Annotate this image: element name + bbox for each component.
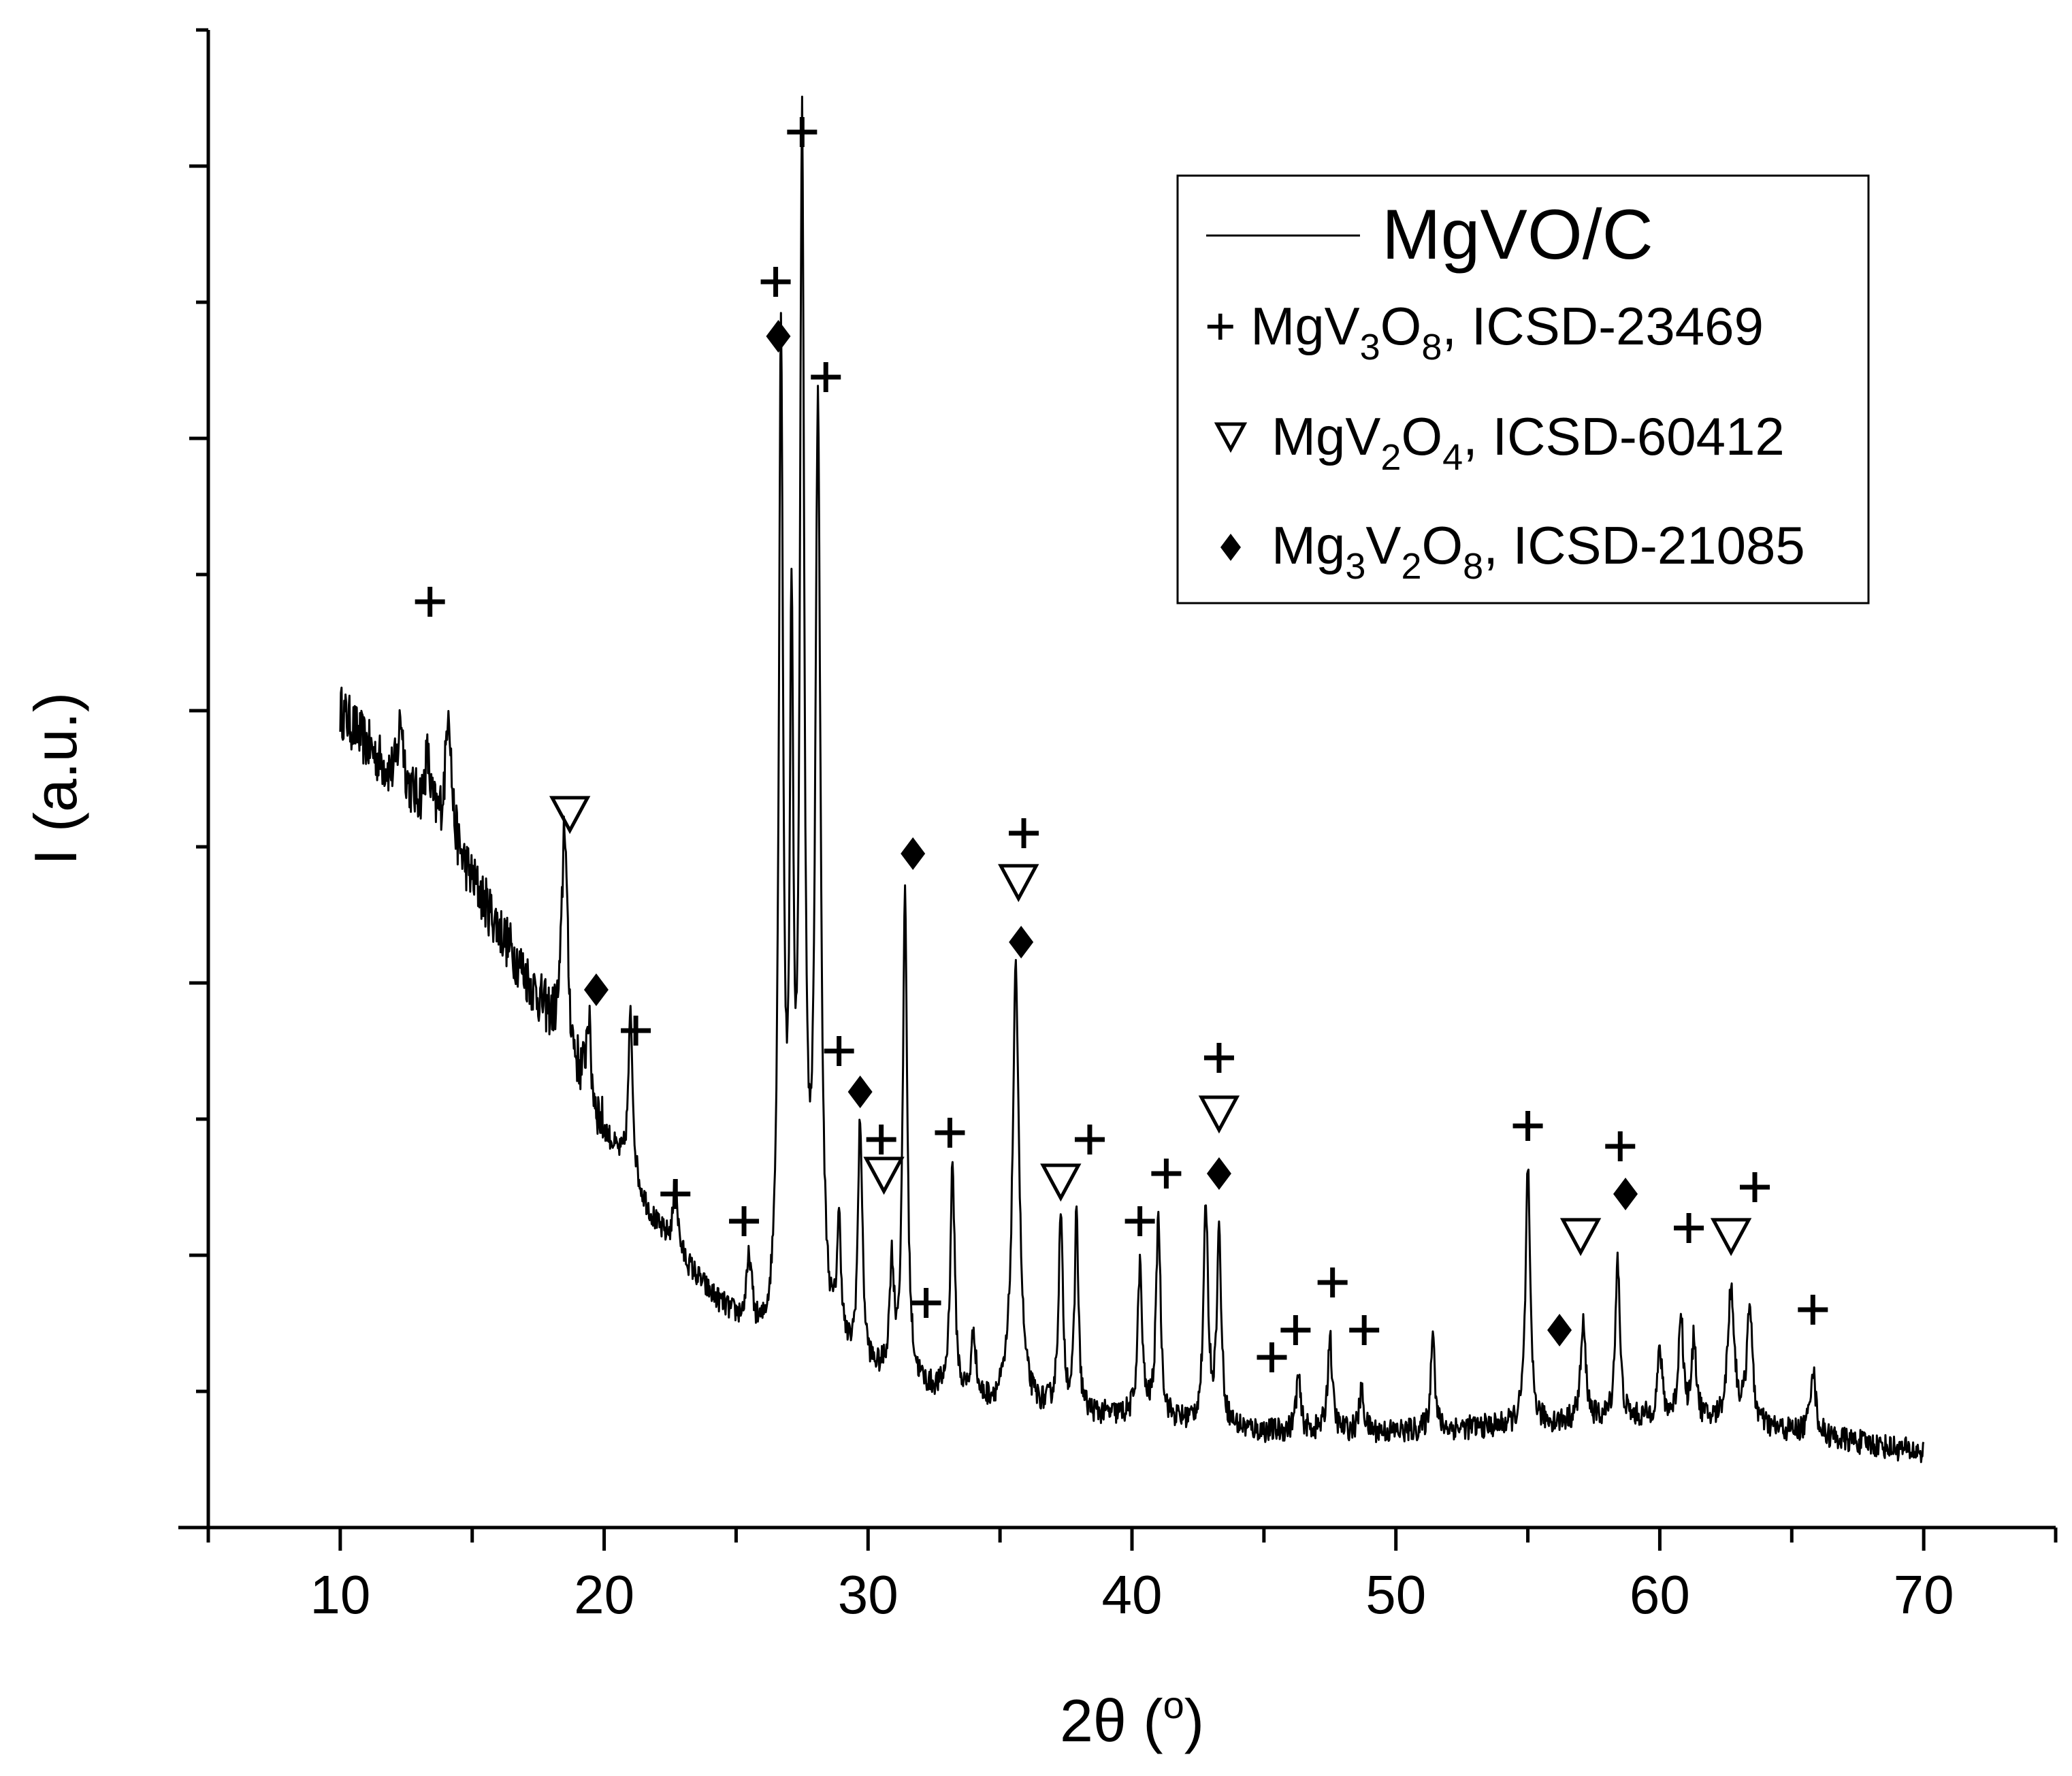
y-axis-title: I (a.u.)	[22, 692, 89, 865]
legend: MgVO/C + MgV3O8, ICSD-23469 MgV2O4, ICSD-6…	[1176, 174, 1870, 604]
x-tick-label: 60	[1630, 1564, 1690, 1625]
phase-markers	[415, 117, 1828, 1372]
legend-label-mgv3o8: + MgV3O8, ICSD-23469	[1205, 296, 1764, 368]
marker-plus-mgv3o8	[1009, 818, 1039, 848]
marker-triangle-mgv2o4	[1559, 1218, 1602, 1257]
x-tick-label: 40	[1102, 1564, 1163, 1625]
marker-plus-mgv3o8	[866, 1125, 896, 1155]
marker-plus-mgv3o8	[660, 1179, 691, 1209]
marker-diamond-mg3v2o8	[847, 1076, 873, 1108]
marker-plus-mgv3o8	[824, 1036, 854, 1066]
marker-triangle-mgv2o4	[1710, 1218, 1752, 1257]
marker-plus-mgv3o8	[1740, 1172, 1770, 1202]
marker-diamond-mg3v2o8	[583, 973, 609, 1006]
marker-triangle-mgv2o4	[998, 864, 1039, 903]
marker-plus-mgv3o8	[1674, 1213, 1704, 1243]
axes: 10 20 30 40 50 60 70 2θ (o) I (a.u.)	[22, 28, 2058, 1754]
marker-plus-mgv3o8	[1605, 1131, 1636, 1161]
marker-plus-mgv3o8	[1257, 1342, 1287, 1372]
marker-plus-mgv3o8	[729, 1206, 760, 1236]
marker-diamond-mg3v2o8	[1206, 1157, 1231, 1190]
legend-diamond-symbol	[1220, 534, 1241, 561]
series-line-mgvo-c	[339, 95, 1925, 1464]
marker-diamond-mg3v2o8	[1547, 1314, 1572, 1346]
marker-triangle-mgv2o4	[549, 796, 591, 835]
x-tick-label: 50	[1365, 1564, 1426, 1625]
marker-plus-mgv3o8	[1074, 1125, 1105, 1155]
plot-area	[339, 95, 1925, 1464]
marker-plus-mgv3o8	[415, 587, 445, 617]
legend-label-mgvo-c: MgVO/C	[1382, 195, 1653, 274]
legend-label-mg3v2o8: Mg3V2O8, ICSD-21085	[1272, 515, 1805, 587]
x-tick-label: 70	[1894, 1564, 1954, 1625]
marker-plus-mgv3o8	[621, 1016, 651, 1046]
marker-plus-mgv3o8	[1280, 1315, 1311, 1345]
marker-plus-mgv3o8	[1798, 1295, 1828, 1325]
marker-diamond-mg3v2o8	[766, 320, 791, 353]
marker-triangle-mgv2o4	[1198, 1095, 1240, 1134]
marker-plus-mgv3o8	[1349, 1315, 1380, 1345]
marker-triangle-mgv2o4	[863, 1157, 905, 1195]
marker-plus-mgv3o8	[1317, 1268, 1348, 1297]
marker-diamond-mg3v2o8	[1009, 926, 1034, 958]
marker-diamond-mg3v2o8	[1613, 1178, 1638, 1210]
marker-plus-mgv3o8	[1512, 1111, 1543, 1141]
marker-plus-mgv3o8	[787, 117, 818, 147]
x-axis-title: 2θ (o)	[1060, 1683, 1204, 1754]
legend-triangle-symbol	[1214, 422, 1248, 453]
x-tick-label: 30	[838, 1564, 899, 1625]
marker-plus-mgv3o8	[935, 1118, 965, 1148]
legend-label-mgv2o4: MgV2O4, ICSD-60412	[1272, 406, 1785, 478]
legend-box	[1176, 174, 1870, 604]
marker-plus-mgv3o8	[1124, 1206, 1155, 1236]
marker-plus-mgv3o8	[911, 1288, 941, 1318]
x-tick-label: 20	[574, 1564, 634, 1625]
marker-plus-mgv3o8	[1151, 1159, 1182, 1189]
x-tick-label: 10	[310, 1564, 370, 1625]
marker-plus-mgv3o8	[760, 267, 791, 297]
marker-triangle-mgv2o4	[1040, 1163, 1082, 1202]
marker-diamond-mg3v2o8	[901, 837, 926, 870]
marker-plus-mgv3o8	[1203, 1043, 1234, 1073]
marker-plus-mgv3o8	[811, 362, 841, 392]
